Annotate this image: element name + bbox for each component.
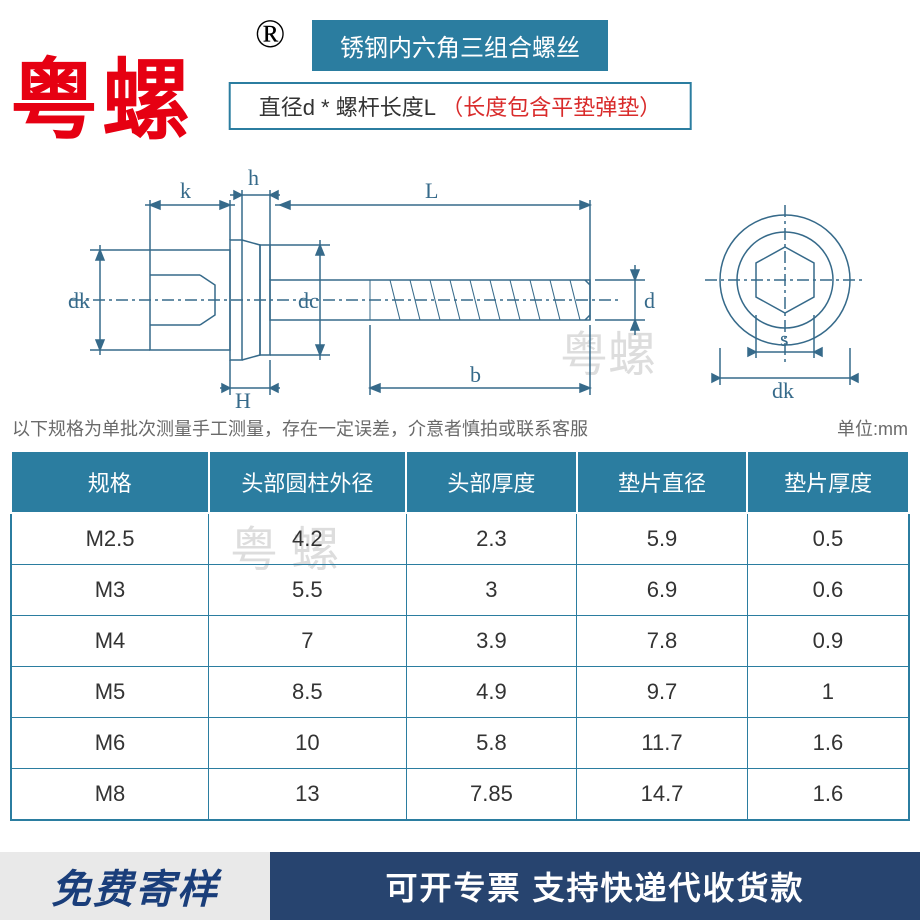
dim-h: h [248,165,259,190]
table-cell: 5.9 [577,513,748,565]
dim-L: L [425,178,438,203]
bottom-bar: 免费寄样 可开专票 支持快递代收货款 [0,852,920,920]
table-cell: 7 [209,616,407,667]
table-cell: 7.85 [406,769,577,821]
table-cell: 2.3 [406,513,577,565]
note-right: 单位:mm [837,415,908,441]
table-header: 头部圆柱外径 [209,451,407,513]
table-cell: M6 [11,718,209,769]
table-cell: M3 [11,565,209,616]
table-cell: 1.6 [747,718,909,769]
table-cell: M5 [11,667,209,718]
table-row: M2.54.22.35.90.5 [11,513,909,565]
table-header: 头部厚度 [406,451,577,513]
table-cell: 0.9 [747,616,909,667]
subtitle-box: 直径d * 螺杆长度L （长度包含平垫弹垫） [229,82,692,130]
table-cell: 3.9 [406,616,577,667]
registered-mark: ® [255,10,285,57]
table-cell: 8.5 [209,667,407,718]
bottom-right: 可开专票 支持快递代收货款 [270,852,920,920]
table-cell: 11.7 [577,718,748,769]
dim-dc: dc [298,288,319,313]
dim-s: s [780,326,789,351]
table-header: 垫片直径 [577,451,748,513]
note-row: 以下规格为单批次测量手工测量，存在一定误差，介意者慎拍或联系客服 单位:mm [12,415,908,441]
table-cell: M4 [11,616,209,667]
table-cell: 0.6 [747,565,909,616]
table-cell: M2.5 [11,513,209,565]
table-cell: 13 [209,769,407,821]
title-bar: 锈钢内六角三组合螺丝 [312,20,608,71]
dim-d: d [644,288,655,313]
subtitle-left: 直径d * 螺杆长度L [259,95,435,120]
table-cell: 0.5 [747,513,909,565]
table-cell: 5.8 [406,718,577,769]
brand-watermark: 粤螺 [10,30,194,157]
table-cell: 3 [406,565,577,616]
subtitle-red: （长度包含平垫弹垫） [441,95,661,120]
dim-b: b [470,362,481,387]
table-cell: 14.7 [577,769,748,821]
table-row: M35.536.90.6 [11,565,909,616]
table-cell: 4.2 [209,513,407,565]
spec-table: 规格头部圆柱外径头部厚度垫片直径垫片厚度 M2.54.22.35.90.5M35… [10,450,910,821]
table-header: 规格 [11,451,209,513]
table-cell: 6.9 [577,565,748,616]
technical-diagram: dk k h L H dc b d s dk [30,150,890,410]
note-left: 以下规格为单批次测量手工测量，存在一定误差，介意者慎拍或联系客服 [12,415,588,441]
table-row: M6105.811.71.6 [11,718,909,769]
table-row: M58.54.99.71 [11,667,909,718]
dim-H: H [235,388,251,410]
table-cell: 7.8 [577,616,748,667]
table-cell: 1.6 [747,769,909,821]
table-cell: 4.9 [406,667,577,718]
bottom-left: 免费寄样 [0,852,270,920]
dim-dk2: dk [772,378,794,403]
table-cell: 9.7 [577,667,748,718]
table-row: M473.97.80.9 [11,616,909,667]
table-cell: 10 [209,718,407,769]
dim-k: k [180,178,191,203]
table-header: 垫片厚度 [747,451,909,513]
dim-dk: dk [68,288,90,313]
table-cell: M8 [11,769,209,821]
table-cell: 5.5 [209,565,407,616]
table-cell: 1 [747,667,909,718]
table-row: M8137.8514.71.6 [11,769,909,821]
